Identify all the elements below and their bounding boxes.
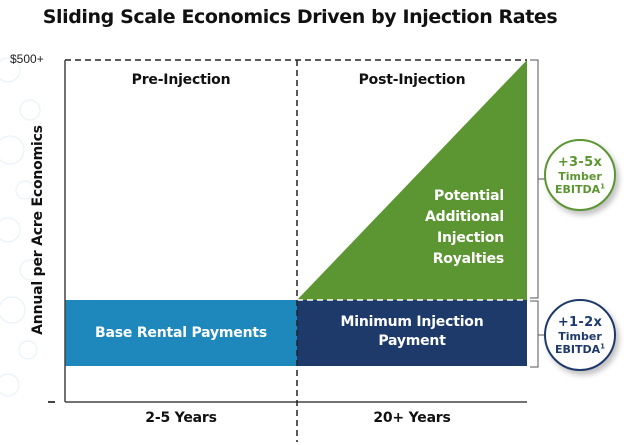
min-injection-multiple-badge: +1-2x Timber EBITDA1 (544, 299, 616, 371)
min-injection-bar (297, 300, 527, 366)
decorative-bubbles (0, 57, 41, 397)
badge-line3: EBITDA1 (554, 181, 605, 196)
y-min-tick (48, 401, 55, 403)
phase-label-post-injection: Post-Injection (358, 72, 466, 88)
badge-multiple: +3-5x (557, 154, 603, 170)
royalties-label: Potential Additional Injection Royalties (380, 186, 504, 270)
badge-line3: EBITDA1 (554, 341, 605, 356)
royalties-label-line: Injection (436, 230, 504, 246)
base-rental-label: Base Rental Payments (95, 324, 267, 341)
x-label-post: 20+ Years (373, 410, 451, 426)
footnote-marker: 1 (600, 341, 605, 350)
footnote-marker: 1 (600, 181, 605, 190)
badge-line2: Timber (558, 329, 602, 343)
royalties-label-line: Royalties (432, 251, 504, 267)
x-label-pre: 2-5 Years (145, 410, 217, 426)
royalties-multiple-badge: +3-5x Timber EBITDA1 (544, 139, 616, 211)
royalties-label-line: Potential (434, 188, 504, 204)
badge-multiple: +1-2x (557, 314, 603, 330)
y-axis-label: Annual per Acre Economics (30, 125, 46, 335)
min-injection-label: Minimum Injection Payment (297, 300, 527, 366)
royalties-triangle (297, 60, 527, 300)
phase-label-pre-injection: Pre-Injection (131, 72, 231, 88)
royalties-label-line: Additional (425, 209, 504, 225)
min-injection-label-line1: Minimum Injection (340, 314, 484, 330)
min-injection-label-line2: Payment (378, 333, 446, 349)
y-max-label: $500+ (10, 52, 44, 66)
chart-title: Sliding Scale Economics Driven by Inject… (42, 6, 558, 28)
badge-line2: Timber (558, 169, 602, 183)
base-rental-bar (65, 300, 297, 366)
